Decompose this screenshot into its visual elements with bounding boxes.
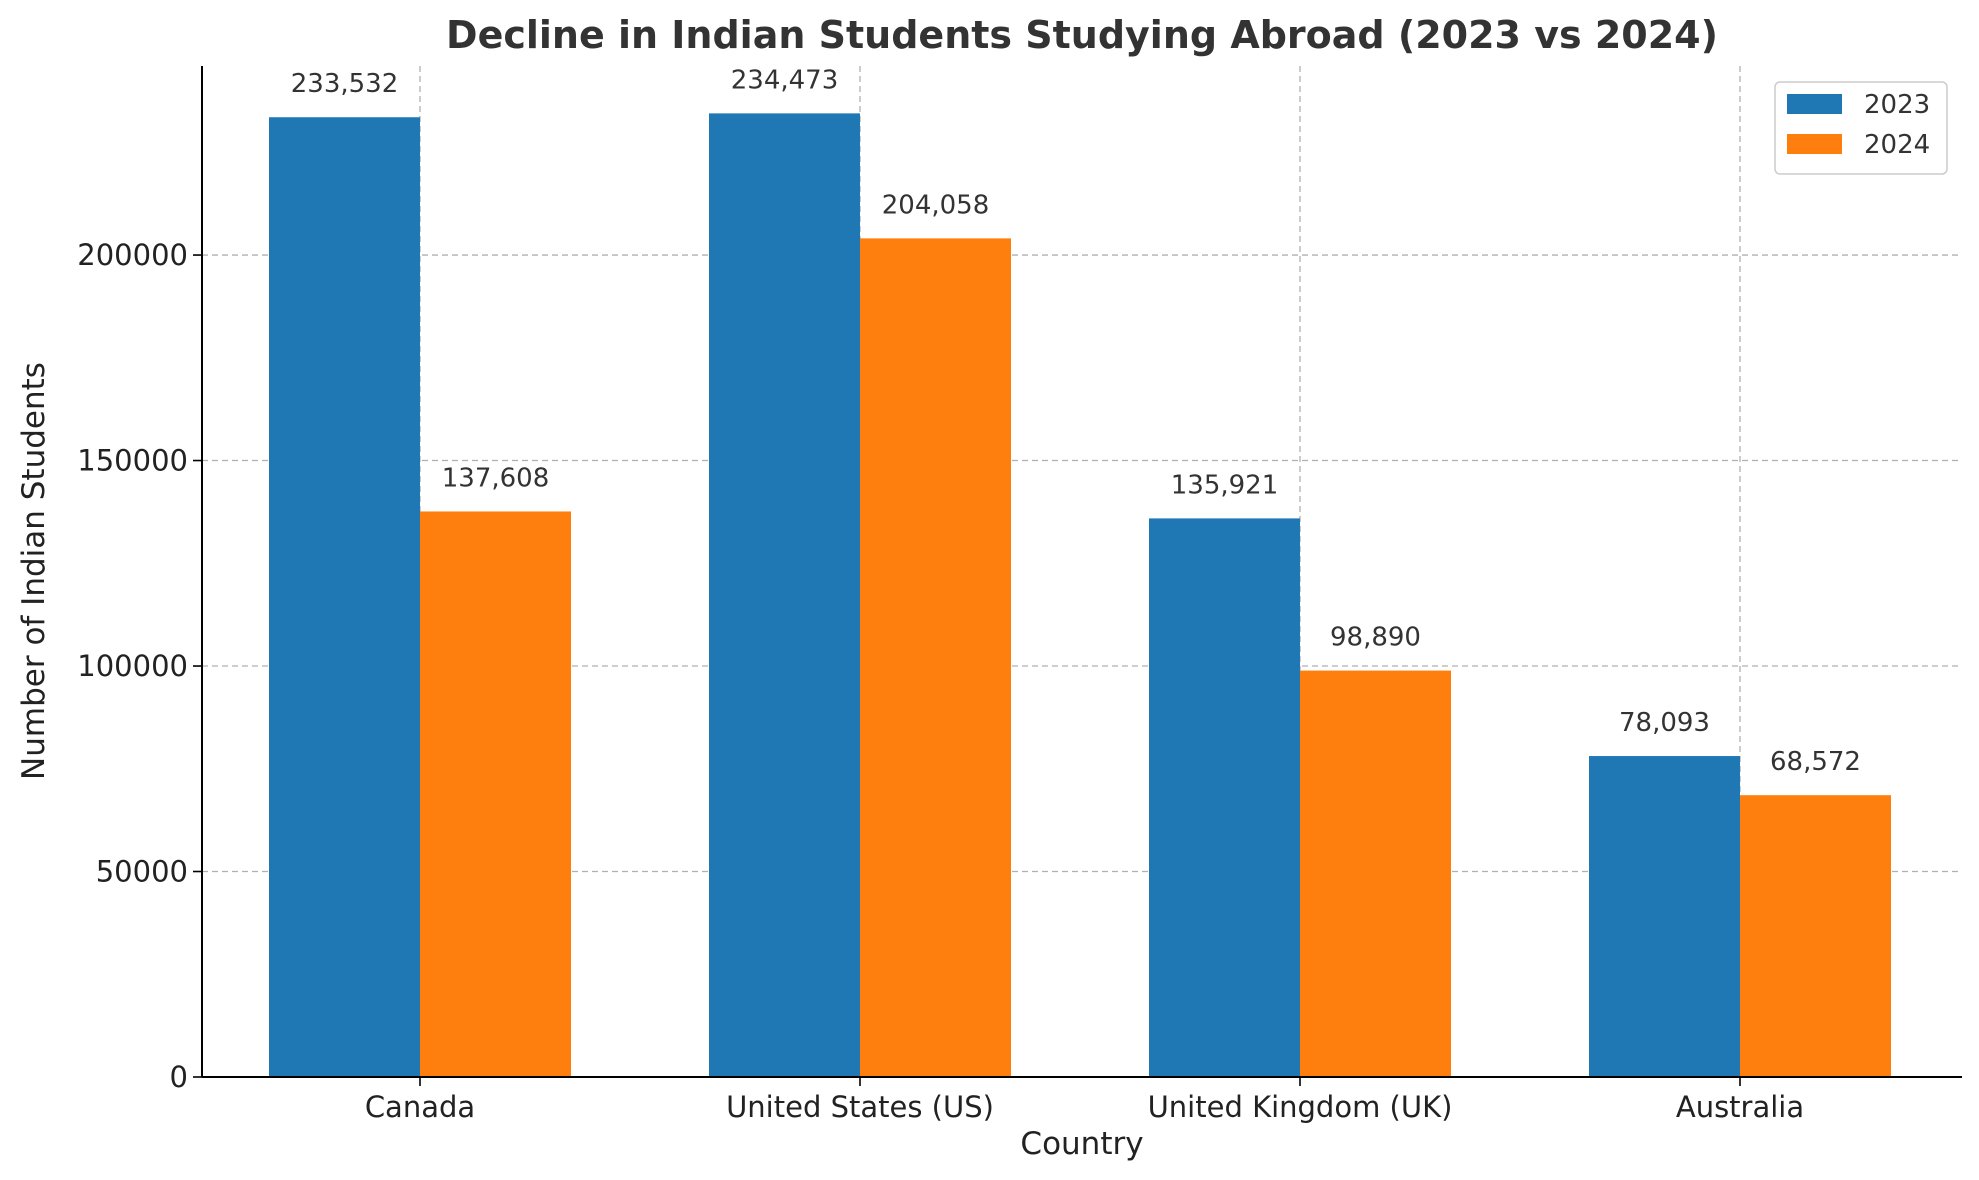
y-tick-label: 200000	[77, 238, 188, 272]
legend: 2023 2024	[1774, 81, 1948, 175]
x-tick-label: United States (US)	[726, 1090, 994, 1124]
y-axis-title: Number of Indian Students	[16, 362, 52, 780]
bar-2024-3	[1740, 795, 1891, 1077]
bar-value-label: 137,608	[442, 463, 550, 493]
axes: 0 50000 100000 150000 200000 Canada United Sta…	[77, 66, 1962, 1124]
legend-label-2024: 2024	[1864, 130, 1930, 160]
legend-label-2023: 2023	[1864, 90, 1930, 120]
chart-title: Decline in Indian Students Studying Abro…	[446, 13, 1718, 57]
bars	[269, 113, 1891, 1078]
x-tick-label: Australia	[1676, 1090, 1804, 1124]
bar-2023-1	[709, 113, 860, 1077]
y-tick-label: 50000	[96, 855, 188, 889]
legend-swatch-2023	[1787, 94, 1842, 114]
bar-value-label: 234,473	[731, 65, 839, 95]
value-labels: 233,532 234,473 135,921 78,093 137,608 204,05…	[291, 65, 1861, 777]
bar-2023-2	[1149, 518, 1300, 1077]
bar-2024-2	[1300, 670, 1451, 1077]
y-tick-label: 150000	[77, 444, 188, 478]
y-tick-label: 100000	[77, 649, 188, 683]
x-tick-label: United Kingdom (UK)	[1148, 1090, 1453, 1124]
bar-value-label: 204,058	[882, 190, 990, 220]
bar-value-label: 135,921	[1171, 470, 1279, 500]
legend-swatch-2024	[1787, 134, 1842, 154]
bar-value-label: 78,093	[1619, 708, 1710, 738]
bar-2023-0	[269, 117, 420, 1078]
bar-2024-0	[420, 511, 571, 1077]
y-tick-label: 0	[170, 1060, 188, 1094]
bar-2023-3	[1589, 756, 1740, 1077]
bar-value-label: 233,532	[291, 69, 399, 99]
bar-value-label: 98,890	[1330, 623, 1421, 653]
bar-2024-1	[860, 238, 1011, 1077]
x-tick-label: Canada	[365, 1090, 475, 1124]
x-axis-title: Country	[1020, 1126, 1143, 1162]
bar-value-label: 68,572	[1770, 747, 1861, 777]
